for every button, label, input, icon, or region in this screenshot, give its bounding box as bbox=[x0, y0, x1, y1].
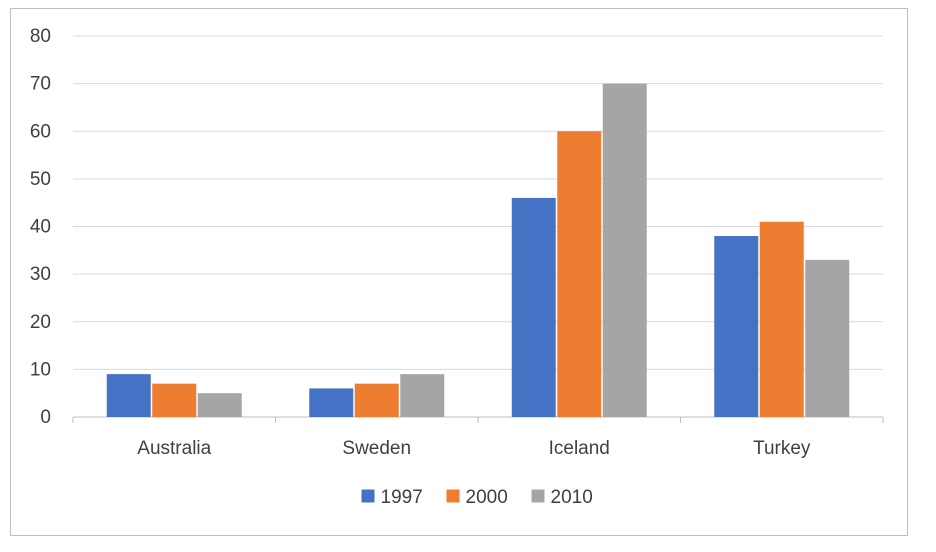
bar-2010-iceland bbox=[602, 83, 647, 417]
y-tick-label: 10 bbox=[30, 359, 51, 380]
chart-frame bbox=[10, 8, 908, 536]
y-tick-label: 60 bbox=[30, 121, 51, 142]
x-tick-label: Sweden bbox=[342, 438, 411, 459]
x-tick-label: Australia bbox=[137, 438, 211, 459]
y-tick-label: 40 bbox=[30, 217, 51, 238]
bar-2010-australia bbox=[197, 393, 242, 417]
y-tick-label: 0 bbox=[40, 407, 51, 428]
y-tick-label: 20 bbox=[30, 312, 51, 333]
bar-1997-turkey bbox=[714, 236, 759, 417]
bar-2000-sweden bbox=[354, 383, 399, 417]
legend-label-2000: 2000 bbox=[466, 487, 508, 508]
bar-1997-australia bbox=[106, 374, 151, 417]
y-tick-label: 70 bbox=[30, 74, 51, 95]
x-tick-label: Turkey bbox=[753, 438, 811, 459]
bar-2010-sweden bbox=[400, 374, 445, 417]
legend-swatch-1997 bbox=[361, 489, 375, 503]
bar-2010-turkey bbox=[805, 259, 850, 417]
bar-1997-sweden bbox=[309, 388, 354, 417]
bar-1997-iceland bbox=[511, 197, 556, 417]
bar-2000-australia bbox=[152, 383, 197, 417]
y-tick-label: 80 bbox=[30, 26, 51, 47]
y-tick-label: 30 bbox=[30, 264, 51, 285]
legend-label-1997: 1997 bbox=[381, 487, 423, 508]
y-tick-label: 50 bbox=[30, 169, 51, 190]
bar-2000-iceland bbox=[557, 131, 602, 417]
bar-2000-turkey bbox=[759, 221, 804, 417]
legend-label-2010: 2010 bbox=[551, 487, 593, 508]
legend-swatch-2010 bbox=[531, 489, 545, 503]
x-tick-label: Iceland bbox=[549, 438, 610, 459]
legend-swatch-2000 bbox=[446, 489, 460, 503]
